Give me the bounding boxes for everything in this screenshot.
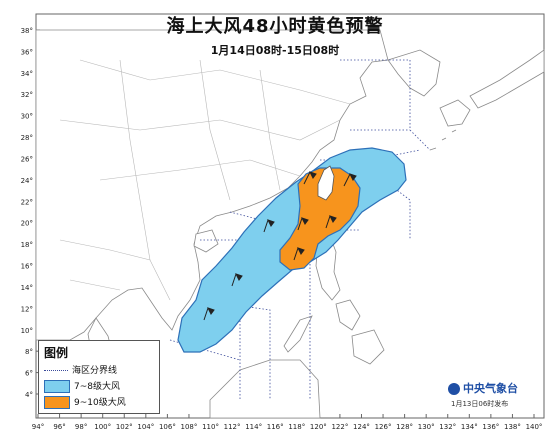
lon-label: 116° — [267, 423, 284, 431]
lon-label: 128° — [396, 423, 413, 431]
blue-swatch-icon — [44, 380, 70, 393]
release-time: 1月13日06时发布 — [451, 400, 509, 408]
lat-label: 16° — [21, 263, 33, 271]
lon-label: 130° — [418, 423, 435, 431]
cma-logo: 中央气象台 — [448, 380, 518, 396]
lon-label: 98° — [75, 423, 87, 431]
lat-label: 8° — [25, 348, 33, 356]
lat-label: 14° — [21, 284, 33, 292]
lon-label: 110° — [202, 423, 219, 431]
japan-honshu — [469, 49, 545, 109]
ryukyu-islands — [429, 129, 457, 151]
lon-label: 108° — [181, 423, 198, 431]
lon-label: 94° — [32, 423, 44, 431]
lat-label: 4° — [25, 391, 33, 399]
wind-barb-icon — [293, 247, 305, 261]
visayas-islands — [335, 299, 361, 331]
lon-label: 122° — [331, 423, 348, 431]
lon-label: 118° — [288, 423, 305, 431]
orange-swatch-icon — [44, 396, 70, 409]
lat-label: 20° — [21, 220, 33, 228]
wind-barb-icon — [325, 215, 337, 229]
lat-label: 34° — [21, 70, 33, 78]
lon-label: 138° — [504, 423, 521, 431]
lat-label: 6° — [25, 370, 33, 378]
borneo-coast — [209, 359, 321, 419]
lon-label: 126° — [375, 423, 392, 431]
taiwan-island — [317, 165, 335, 201]
lat-label: 32° — [21, 91, 33, 99]
lat-label: 12° — [21, 305, 33, 313]
legend-box: 图例 海区分界线 7~8级大风 9~10级大风 — [38, 340, 160, 414]
lon-label: 106° — [159, 423, 176, 431]
logo-text: 中央气象台 — [463, 382, 518, 395]
legend-item-9-10: 9~10级大风 — [44, 395, 126, 409]
lon-label: 114° — [245, 423, 262, 431]
legend-title: 图例 — [44, 346, 69, 360]
lon-label: 120° — [310, 423, 327, 431]
wind-barb-icon — [203, 307, 215, 321]
lon-label: 124° — [353, 423, 370, 431]
lon-label: 132° — [439, 423, 456, 431]
lon-label: 140° — [526, 423, 543, 431]
lon-label: 134° — [461, 423, 478, 431]
map-title: 海上大风48小时黄色预警 — [166, 16, 384, 37]
lon-label: 102° — [116, 423, 133, 431]
wind-barb-icon — [231, 273, 243, 287]
lat-label: 18° — [21, 241, 33, 249]
wind-barb-icon — [297, 217, 309, 231]
lon-label: 136° — [482, 423, 499, 431]
lat-label: 28° — [21, 134, 33, 142]
map-subtitle: 1月14日08时-15日08时 — [210, 44, 340, 57]
lat-label: 38° — [21, 27, 33, 35]
lon-label: 96° — [53, 423, 65, 431]
japan-kyushu — [439, 99, 471, 127]
title-block: 海上大风48小时黄色预警 1月14日08时-15日08时 — [0, 12, 550, 58]
hainan-island — [193, 229, 219, 253]
lon-label: 104° — [137, 423, 154, 431]
lat-label: 24° — [21, 177, 33, 185]
lon-label: 112° — [224, 423, 241, 431]
wind-barbs — [203, 171, 357, 321]
lat-label: 26° — [21, 155, 33, 163]
legend-label: 7~8级大风 — [74, 382, 120, 392]
wind-zone-9-10 — [279, 167, 361, 271]
legend-item-7-8: 7~8级大风 — [44, 379, 120, 393]
dotted-line-icon — [44, 370, 68, 371]
wind-barb-icon — [263, 219, 275, 233]
korea-coast — [387, 49, 441, 97]
lat-label: 22° — [21, 198, 33, 206]
legend-label: 海区分界线 — [72, 366, 118, 376]
borders — [59, 59, 351, 301]
lat-label: 30° — [21, 113, 33, 121]
legend-label: 9~10级大风 — [74, 398, 126, 408]
legend-item-boundary: 海区分界线 — [44, 363, 117, 376]
lat-label: 10° — [21, 327, 33, 335]
lon-label: 100° — [94, 423, 111, 431]
mindanao-island — [351, 329, 385, 365]
globe-icon — [448, 383, 460, 395]
wind-barb-icon — [303, 171, 317, 185]
mainland-coast — [35, 29, 389, 341]
lat-label: 36° — [21, 48, 33, 56]
wind-barb-icon — [343, 173, 357, 187]
